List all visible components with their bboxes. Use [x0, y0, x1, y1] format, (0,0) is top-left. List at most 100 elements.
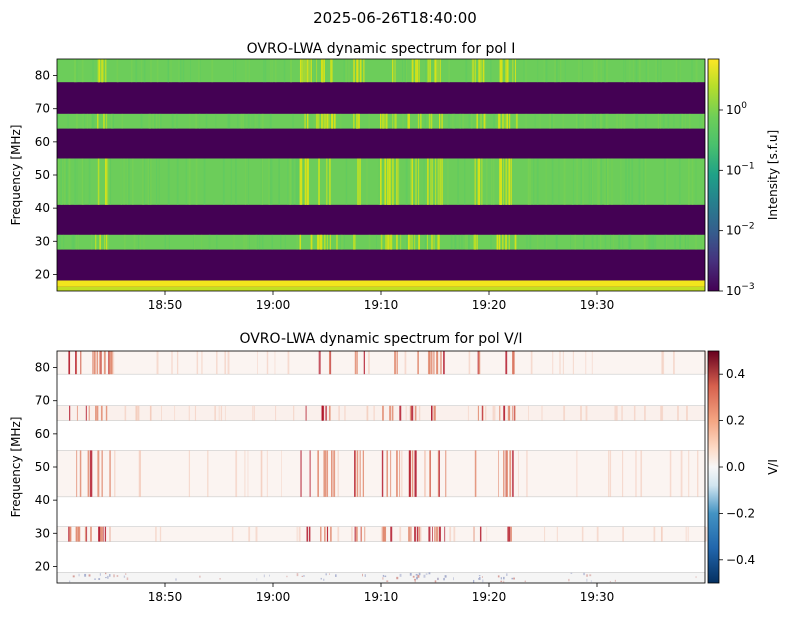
y-axis-label: Frequency [MHz] [9, 417, 23, 518]
spectrum-stripe [85, 405, 87, 421]
spectrum-stripe [97, 59, 100, 83]
spectrum-stripe [290, 59, 293, 83]
spectrum-stripe [464, 158, 466, 205]
spectrum-stripe [235, 450, 238, 497]
spectrum-stripe [387, 234, 389, 250]
spectrum-stripe [343, 59, 345, 83]
spectrum-stripe [428, 572, 431, 575]
spectrum-stripe [427, 158, 429, 205]
spectrum-stripe [423, 158, 425, 205]
spectrum-stripe [633, 59, 634, 83]
spectrum-stripe [571, 158, 573, 205]
spectrum-stripe [428, 59, 430, 83]
spectrum-stripe [205, 113, 208, 129]
spectrum-stripe [321, 113, 323, 129]
spectrum-stripe [418, 405, 421, 421]
spectrum-stripe [576, 450, 578, 497]
spectrum-stripe [394, 351, 397, 375]
spectrum-stripe [64, 158, 66, 205]
spectrum-stripe [88, 405, 90, 421]
spectrum-stripe [509, 405, 511, 421]
spectrum-stripe [219, 578, 221, 580]
spectrum-stripe [73, 234, 75, 250]
spectrum-stripe [292, 158, 294, 205]
spectrum-stripe [68, 351, 70, 375]
band-cell [57, 204, 705, 235]
spectrum-stripe [304, 158, 307, 205]
spectrum-stripe [390, 526, 392, 542]
spectrum-stripe [92, 113, 95, 129]
spectrum-stripe [344, 405, 346, 421]
spectrum-stripe [600, 113, 603, 129]
spectrum-stripe [176, 351, 179, 375]
spectrum-stripe [418, 526, 421, 542]
spectrum-stripe [68, 158, 71, 205]
spectrum-stripe [329, 234, 331, 250]
spectrum-stripe [545, 234, 547, 250]
spectrum-stripe [112, 113, 114, 129]
spectrum-stripe [373, 405, 375, 421]
spectrum-stripe [482, 579, 484, 583]
y-tick-label: 40 [35, 493, 50, 507]
spectrum-stripe [595, 59, 597, 83]
spectrum-stripe [257, 351, 258, 375]
spectrum-stripe [643, 158, 645, 205]
spectrum-stripe [303, 575, 305, 577]
y-tick-label: 70 [35, 102, 50, 116]
spectrum-stripe [453, 526, 456, 542]
spectrum-stripe [245, 158, 247, 205]
spectrum-stripe [382, 577, 384, 580]
spectrum-stripe [194, 405, 197, 421]
spectrum-stripe [586, 578, 588, 582]
spectrum-stripe [511, 577, 514, 580]
spectrum-stripe [606, 113, 608, 129]
spectrum-stripe [198, 59, 200, 83]
spectrum-stripe [266, 450, 268, 497]
frequency-band [57, 204, 705, 235]
spectrum-stripe [437, 234, 439, 250]
frequency-band [57, 113, 705, 129]
spectrum-stripe [509, 113, 511, 129]
spectrum-stripe [382, 526, 385, 542]
spectrum-stripe [379, 158, 381, 205]
spectrum-stripe [512, 351, 514, 375]
spectrum-stripe [211, 59, 214, 83]
spectrum-stripe [524, 580, 527, 583]
spectrum-stripe [507, 450, 508, 497]
spectrum-stripe [395, 113, 397, 129]
spectrum-stripe [408, 450, 411, 497]
spectrum-stripe [529, 158, 532, 205]
spectrum-stripe [283, 59, 286, 83]
spectrum-stripe [310, 59, 312, 83]
spectrum-stripe [268, 158, 270, 205]
spectrum-stripe [437, 450, 440, 497]
band-cell [56, 572, 706, 584]
spectrum-stripe [155, 113, 158, 129]
spectrum-stripe [260, 158, 262, 205]
spectrum-stripe [356, 113, 359, 129]
spectrum-stripe [275, 59, 277, 83]
colorbar-tick-exponent: −1 [741, 161, 754, 171]
frequency-band [57, 286, 705, 291]
spectrum-stripe [404, 234, 406, 250]
spectrum-stripe [596, 234, 598, 250]
x-axis: 18:50 19:00 19:10 19:20 19:30 [148, 291, 614, 312]
spectrum-stripe [385, 234, 387, 250]
spectrum-stripe [90, 526, 92, 542]
spectrum-stripe [337, 526, 340, 542]
panel-title: OVRO-LWA dynamic spectrum for pol I [247, 41, 516, 57]
spectrum-stripe [289, 158, 292, 205]
spectrum-stripe [386, 450, 389, 497]
spectrum-stripe [389, 405, 391, 421]
y-tick-label: 20 [35, 559, 50, 573]
colorbar-label: Intensity [s.f.u] [766, 130, 780, 220]
spectrum-stripe [644, 234, 646, 250]
heatmap-area [57, 59, 705, 291]
spectrum-stripe [559, 351, 561, 375]
spectrum-stripe [161, 405, 162, 421]
spectrum-stripe [553, 113, 555, 129]
spectrum-stripe [196, 351, 199, 375]
spectrum-stripe [324, 526, 326, 542]
spectrum-stripe [109, 526, 111, 542]
spectrum-stripe [330, 59, 333, 83]
